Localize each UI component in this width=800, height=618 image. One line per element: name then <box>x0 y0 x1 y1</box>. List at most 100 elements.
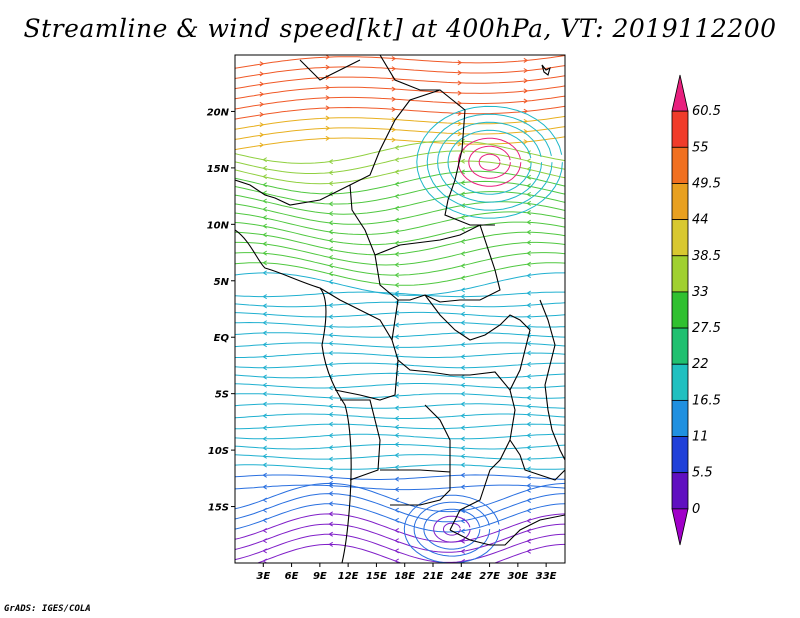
streamline-arrow <box>461 401 465 407</box>
streamline <box>235 75 565 90</box>
streamline-arrow <box>263 425 267 431</box>
colorbar-segment <box>671 508 689 546</box>
streamline <box>235 444 565 450</box>
streamline-arrow <box>263 453 267 459</box>
colorbar-label: 11 <box>692 430 709 445</box>
streamline-arrow <box>329 421 333 427</box>
streamline <box>235 433 565 440</box>
streamline <box>235 95 565 110</box>
streamline <box>416 105 563 219</box>
streamline-arrow <box>329 238 333 244</box>
streamlines <box>235 55 565 563</box>
streamline-arrow <box>527 395 531 401</box>
streamline-arrow <box>263 198 267 204</box>
streamline-arrow <box>329 456 333 462</box>
streamline-arrow <box>461 263 465 269</box>
streamline-arrow <box>263 401 267 407</box>
streamline-arrow <box>263 528 267 534</box>
country-borders <box>235 55 565 563</box>
streamline <box>235 423 565 430</box>
streamline <box>235 65 565 79</box>
streamline-arrow <box>527 445 531 451</box>
streamline-arrow <box>527 229 531 235</box>
streamline-arrow <box>263 232 267 238</box>
lon-tick-label: 21E <box>423 571 444 582</box>
streamline-arrow <box>263 165 267 171</box>
streamline-arrow <box>263 548 267 554</box>
streamline-arrow <box>329 220 333 226</box>
streamline-arrow <box>263 507 267 513</box>
streamline-arrow <box>395 322 399 328</box>
colorbar-label: 44 <box>692 213 709 228</box>
streamline-arrow <box>461 158 465 164</box>
streamline-arrow <box>527 548 531 554</box>
streamline-arrow <box>527 210 531 216</box>
streamline-arrow <box>329 201 333 207</box>
streamline-arrow <box>395 334 399 340</box>
lat-tick-label: 20N <box>207 107 230 118</box>
streamline-arrow <box>325 64 330 70</box>
streamline-arrow <box>395 528 399 534</box>
streamline-arrow <box>329 521 333 527</box>
streamline-arrow <box>329 159 333 165</box>
colorbar-label: 33 <box>692 285 709 300</box>
streamline <box>235 241 565 266</box>
streamline <box>413 501 491 557</box>
streamline <box>235 454 565 460</box>
lat-tick-label: 15S <box>208 503 229 514</box>
streamline-arrow <box>259 61 264 67</box>
lon-tick-label: 15E <box>366 571 387 582</box>
streamline-arrow <box>461 239 465 245</box>
streamline <box>235 126 565 140</box>
streamline-arrow <box>461 382 465 388</box>
streamline-arrow <box>259 101 264 107</box>
streamline-arrow <box>457 80 462 86</box>
streamline <box>235 393 565 399</box>
map-frame <box>234 54 566 564</box>
colorbar-segment <box>671 399 689 437</box>
streamline <box>235 474 565 480</box>
streamline-arrow <box>395 181 399 187</box>
streamline-arrow <box>461 548 465 554</box>
streamline-arrow <box>461 287 465 293</box>
streamline-arrow <box>461 214 465 220</box>
lon-tick-label: 30E <box>507 571 528 582</box>
streamline-arrow <box>395 240 399 246</box>
streamline-arrow <box>259 132 264 138</box>
streamline-arrow <box>395 548 399 554</box>
streamline-arrow <box>263 497 267 503</box>
streamline-arrow <box>461 320 465 326</box>
streamline-arrow <box>263 174 267 180</box>
streamline <box>235 464 565 470</box>
streamline-arrow <box>263 206 267 212</box>
streamline-arrow <box>527 421 531 427</box>
streamline-arrow <box>457 131 462 137</box>
streamline-arrow <box>457 141 462 147</box>
streamline <box>235 311 565 318</box>
grads-credit: GrADS: IGES/COLA <box>4 604 91 614</box>
streamline-arrow <box>461 251 465 257</box>
streamline-arrow <box>329 180 333 186</box>
streamline-arrow <box>461 354 465 360</box>
streamline-arrow <box>395 415 399 421</box>
streamline-arrow <box>527 200 531 206</box>
streamline-arrow <box>461 191 465 197</box>
streamline <box>478 153 501 171</box>
streamline-arrow <box>461 445 465 451</box>
colorbar-label: 22 <box>692 357 709 372</box>
streamline-arrow <box>527 302 531 308</box>
streamline <box>235 301 565 308</box>
streamline <box>235 191 565 215</box>
streamline-arrow <box>263 436 267 442</box>
streamline-arrow <box>523 139 528 145</box>
streamline-arrow <box>325 135 330 141</box>
streamline-arrow <box>527 158 531 164</box>
colorbar-label: 0 <box>692 502 700 517</box>
streamline <box>468 145 511 179</box>
streamline-arrow <box>259 71 264 77</box>
streamline-arrow <box>461 311 465 317</box>
colorbar-segment <box>671 363 689 401</box>
streamline <box>235 180 565 205</box>
streamline-arrow <box>461 425 465 431</box>
streamline-arrow <box>263 311 267 317</box>
